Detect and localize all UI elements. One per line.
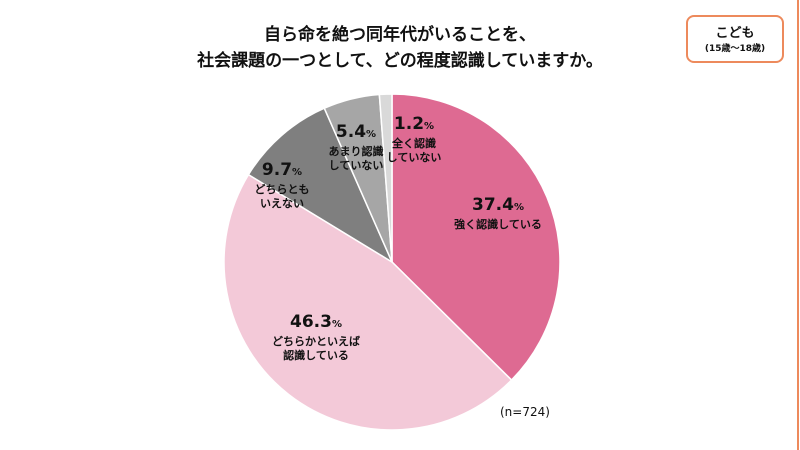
slice-label: 46.3% どちらかといえば 認識している xyxy=(272,312,360,363)
slice-category: いえない xyxy=(260,197,304,210)
slice-value: 9.7% xyxy=(261,160,303,180)
slice-label: 37.4% 強く認識している xyxy=(454,195,542,232)
slice-category: あまり認識 xyxy=(328,145,384,158)
slice-value: 5.4% xyxy=(335,122,377,142)
slice-label: 5.4% あまり認識 していない xyxy=(329,122,384,173)
slice-category: していない xyxy=(328,159,384,172)
slice-value: 46.3% xyxy=(290,312,342,332)
slice-category: していない xyxy=(386,151,442,164)
pie-slice xyxy=(247,107,394,264)
pie-slice xyxy=(391,93,561,382)
badge-label: こども xyxy=(715,26,755,41)
slice-category: どちらとも xyxy=(254,183,310,196)
chart-title: 自ら命を絶つ同年代がいることを、 社会課題の一つとして、どの程度認識していますか… xyxy=(150,22,650,74)
respondent-badge: こども (15歳〜18歳) xyxy=(686,15,784,63)
pie-slice xyxy=(223,173,513,431)
sample-size: (n=724) xyxy=(500,405,550,419)
slice-category: 全く認識 xyxy=(391,137,436,150)
title-line-1: 自ら命を絶つ同年代がいることを、 xyxy=(264,25,536,45)
slice-category: 認識している xyxy=(283,349,349,362)
title-line-2: 社会課題の一つとして、どの程度認識していますか。 xyxy=(197,51,603,71)
slice-label: 9.7% どちらとも いえない xyxy=(255,160,310,211)
slice-value: 1.2% xyxy=(393,114,435,134)
right-border xyxy=(797,0,799,450)
slice-value: 37.4% xyxy=(472,195,524,215)
pie-slice xyxy=(378,93,393,263)
badge-sub: (15歳〜18歳) xyxy=(704,44,766,54)
slice-category: どちらかといえば xyxy=(272,335,360,348)
slice-category: 強く認識している xyxy=(454,218,542,231)
slice-label: 1.2% 全く認識 していない xyxy=(387,114,442,165)
